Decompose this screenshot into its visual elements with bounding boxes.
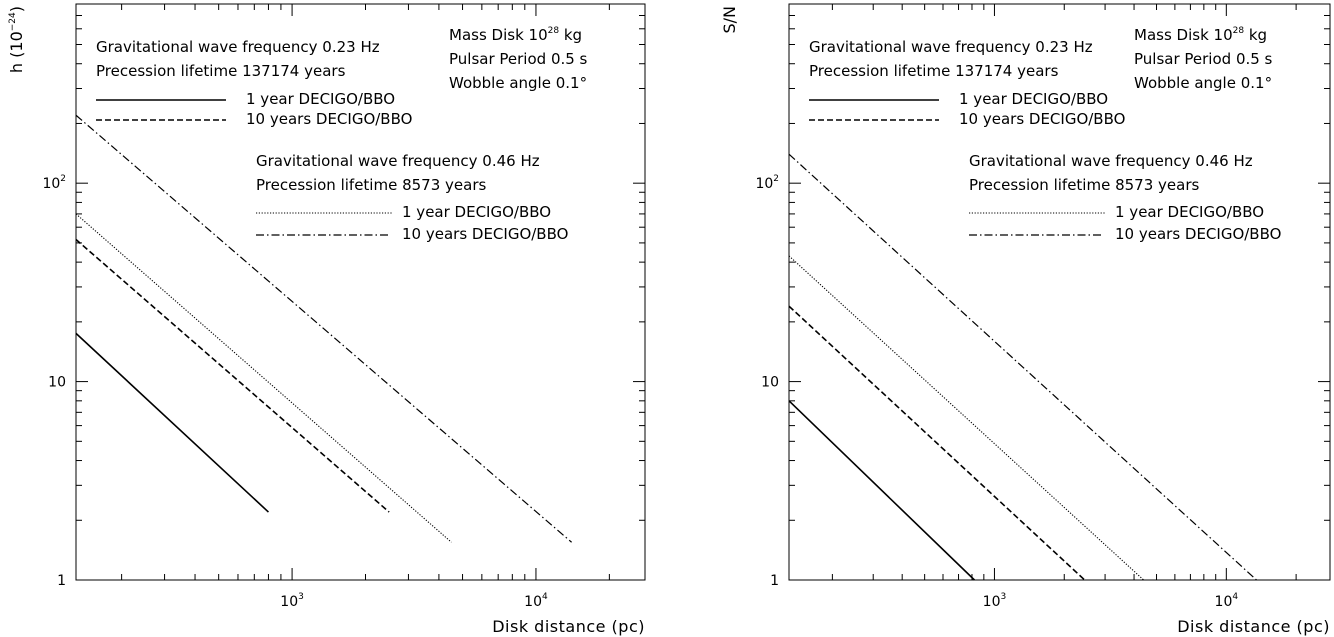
annotation-wobble: Wobble angle 0.1°	[449, 74, 587, 92]
y-tick-label: 102	[42, 174, 66, 192]
annotation-mass: Mass Disk 1028 kg	[449, 26, 582, 44]
chart-panel-2: 103 104 1 10 102 Disk distance (pc) S/N Gravita…	[720, 3, 1331, 636]
series-line-solid	[75, 332, 269, 513]
legend-title-1: Gravitational wave frequency 0.23 Hz	[809, 38, 1093, 56]
series-line-solid	[788, 400, 976, 581]
legend-title-2: Gravitational wave frequency 0.46 Hz	[256, 152, 540, 170]
legend-label: 1 year DECIGO/BBO	[1115, 203, 1264, 221]
legend-label: 10 years DECIGO/BBO	[959, 110, 1125, 128]
x-tick-label: 103	[280, 592, 304, 610]
legend-lifetime-1: Precession lifetime 137174 years	[809, 62, 1059, 80]
legend-lifetime-2: Precession lifetime 8573 years	[256, 176, 486, 194]
legend-label: 1 year DECIGO/BBO	[402, 203, 551, 221]
legend-lifetime-2: Precession lifetime 8573 years	[969, 176, 1199, 194]
annotation-period: Pulsar Period 0.5 s	[1134, 50, 1273, 68]
x-axis-label: Disk distance (pc)	[1177, 617, 1330, 636]
x-axis-label: Disk distance (pc)	[492, 617, 645, 636]
legend-label: 10 years DECIGO/BBO	[1115, 225, 1281, 243]
legend-label: 1 year DECIGO/BBO	[246, 90, 395, 108]
legend-title-1: Gravitational wave frequency 0.23 Hz	[96, 38, 380, 56]
y-tick-label: 10	[48, 375, 66, 391]
y-tick-label: 102	[755, 174, 779, 192]
series-line-dashed	[75, 238, 390, 513]
annotation-wobble: Wobble angle 0.1°	[1134, 74, 1272, 92]
series-line-dashdot	[75, 114, 572, 543]
series-line-dotted	[788, 255, 1145, 581]
x-tick-label: 104	[1215, 592, 1239, 610]
legend-lifetime-1: Precession lifetime 137174 years	[96, 62, 346, 80]
y-tick-label: 10	[761, 375, 779, 391]
y-axis-label: h (10−24)	[7, 6, 26, 73]
y-tick-label: 1	[770, 573, 779, 589]
y-tick-label: 1	[57, 573, 66, 589]
x-tick-label: 103	[983, 592, 1007, 610]
series-line-dashed	[788, 305, 1086, 581]
legend-label: 1 year DECIGO/BBO	[959, 90, 1108, 108]
annotation-period: Pulsar Period 0.5 s	[449, 50, 588, 68]
series-line-dashdot	[788, 153, 1257, 581]
plot-frame	[788, 3, 1331, 581]
series-line-dotted	[75, 213, 452, 543]
x-tick-label: 104	[524, 592, 548, 610]
y-axis-label: S/N	[720, 6, 739, 34]
annotation-mass: Mass Disk 1028 kg	[1134, 26, 1267, 44]
legend-title-2: Gravitational wave frequency 0.46 Hz	[969, 152, 1253, 170]
chart-panel-1: 103 104 1 10 102 Disk distance (pc) h (10−24) G…	[7, 3, 646, 636]
legend-label: 10 years DECIGO/BBO	[246, 110, 412, 128]
legend-label: 10 years DECIGO/BBO	[402, 225, 568, 243]
plot-frame	[75, 3, 646, 581]
